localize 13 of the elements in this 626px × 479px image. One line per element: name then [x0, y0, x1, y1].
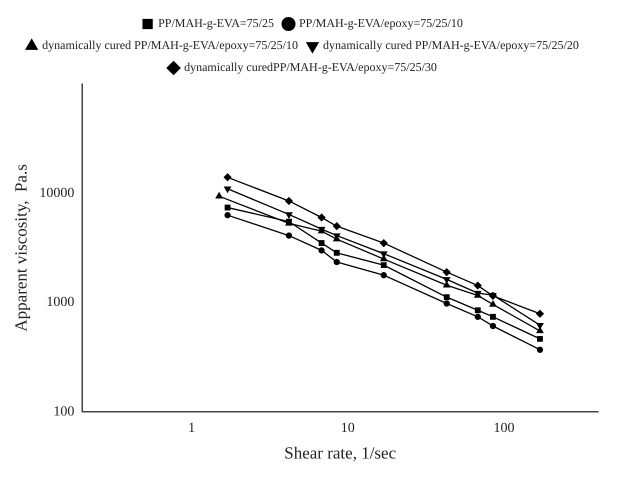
- legend-label: PP/MAH-g-EVA=75/25: [158, 16, 274, 30]
- legend-label: PP/MAH-g-EVA/epoxy=75/25/10: [299, 16, 463, 30]
- legend-label: dynamically cured PP/MAH-g-EVA/epoxy=75/25/20: [323, 38, 579, 52]
- x-tick-label: 1: [188, 420, 196, 436]
- x-axis-title: Shear rate, 1/sec: [284, 443, 397, 462]
- legend-label: dynamically curedPP/MAH-g-EVA/epoxy=75/25/30: [184, 60, 437, 74]
- y-axis-title: Apparent viscosity, Pa.s: [12, 164, 31, 332]
- y-tick-label: 10000: [39, 186, 74, 201]
- y-tick-label: 100: [53, 404, 74, 420]
- legend-label: dynamically cured PP/MAH-g-EVA/epoxy=75/25/10: [42, 38, 298, 52]
- y-tick-label: 1000: [46, 295, 74, 310]
- x-tick-label: 100: [493, 420, 514, 436]
- x-tick-label: 10: [340, 420, 355, 436]
